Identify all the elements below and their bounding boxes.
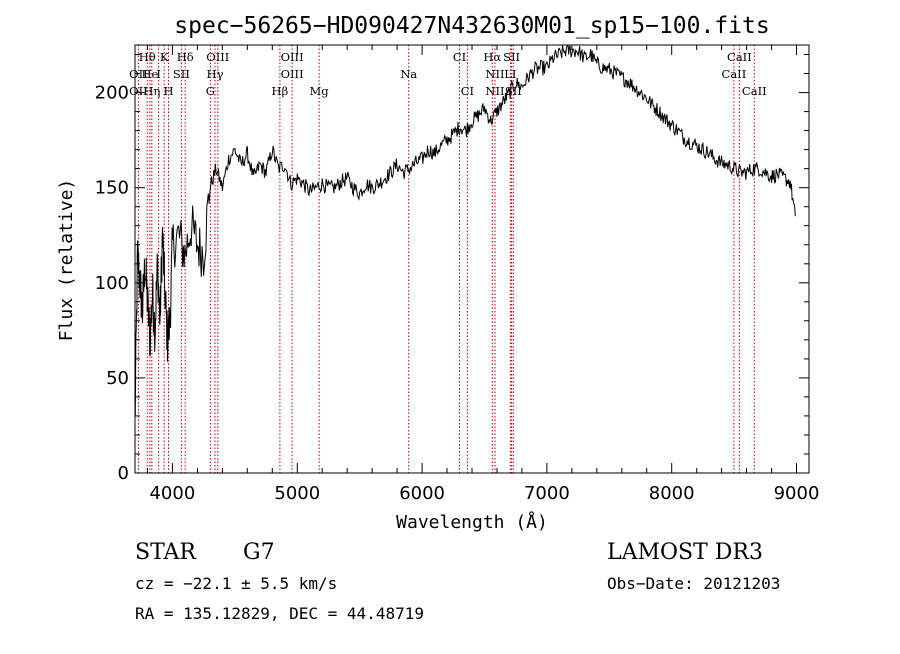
line-label-25: CI bbox=[461, 84, 474, 98]
plot-frame bbox=[134, 44, 810, 474]
object-class: STAR bbox=[135, 540, 197, 565]
line-label-27: SII bbox=[505, 84, 522, 98]
line-label-3: OIII bbox=[206, 50, 229, 64]
line-label-11: I bbox=[156, 67, 161, 81]
x-tick-label: 5000 bbox=[274, 483, 320, 504]
line-label-28: CaII bbox=[742, 84, 767, 98]
spectral-line-markers bbox=[137, 45, 755, 473]
line-label-24: Mg bbox=[310, 84, 330, 98]
line-label-17: LI bbox=[504, 67, 516, 81]
x-axis-label: Wavelength (Å) bbox=[396, 511, 548, 533]
observation-date: Obs−Date: 20121203 bbox=[607, 574, 780, 593]
x-tick-label: 4000 bbox=[149, 483, 195, 504]
y-tick-label: 200 bbox=[95, 83, 129, 104]
line-label-23: Hβ bbox=[272, 84, 289, 98]
x-tick-label: 6000 bbox=[399, 483, 445, 504]
object-subclass: G7 bbox=[243, 540, 275, 565]
line-label-1: K bbox=[160, 50, 169, 64]
chart-title: spec−56265−HD090427N432630M01_sp15−100.f… bbox=[174, 13, 769, 39]
line-label-22: G bbox=[206, 84, 215, 98]
line-label-7: SII bbox=[503, 50, 520, 64]
line-label-16: NII bbox=[485, 67, 504, 81]
line-label-20: Hη bbox=[143, 84, 160, 98]
line-label-18: CaII bbox=[722, 67, 747, 81]
line-label-8: CaII bbox=[727, 50, 752, 64]
line-label-2: Hδ bbox=[177, 50, 194, 64]
line-label-26: NII bbox=[485, 84, 504, 98]
redshift-velocity: cz = −22.1 ± 5.5 km/s bbox=[135, 574, 337, 593]
y-tick-label: 150 bbox=[95, 178, 129, 199]
line-label-21: H bbox=[163, 84, 173, 98]
line-label-15: Na bbox=[400, 67, 417, 81]
survey-name: LAMOST DR3 bbox=[607, 540, 763, 565]
line-label-4: OIII bbox=[281, 50, 304, 64]
x-tick-label: 9000 bbox=[774, 483, 820, 504]
y-tick-label: 100 bbox=[95, 273, 129, 294]
y-tick-label: 0 bbox=[118, 463, 129, 484]
line-label-6: Hα bbox=[483, 50, 501, 64]
coordinates: RA = 135.12829, DEC = 44.48719 bbox=[135, 604, 424, 623]
line-label-13: Hγ bbox=[207, 67, 224, 81]
y-axis-ticks: 0 50 100 150 200 bbox=[95, 54, 809, 484]
x-tick-label: 7000 bbox=[524, 483, 570, 504]
y-axis-label: Flux (relative) bbox=[56, 179, 77, 342]
y-tick-label: 50 bbox=[106, 368, 129, 389]
line-label-5: CI bbox=[453, 50, 466, 64]
line-label-14: OIII bbox=[281, 67, 304, 81]
spectrum-series-line bbox=[134, 44, 796, 418]
line-label-19: OII bbox=[129, 84, 148, 98]
x-axis-ticks: 4000 5000 6000 7000 8000 9000 bbox=[147, 45, 820, 504]
x-tick-label: 8000 bbox=[649, 483, 695, 504]
line-label-10: He bbox=[141, 67, 158, 81]
line-label-12: SII bbox=[173, 67, 190, 81]
line-label-0: Hθ bbox=[139, 50, 156, 64]
